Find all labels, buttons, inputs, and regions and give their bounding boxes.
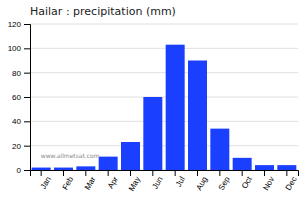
grid-line [30,145,298,146]
bar [32,168,51,170]
x-tick-label: Apr [106,175,120,191]
x-tick: Aug [194,170,209,192]
x-tick-label: Jun [150,175,164,191]
chart: 0 20 40 60 80 100 120 Jan Feb Mar Apr May Jun Jul Aug S… [0,0,306,200]
x-tick-mark [130,170,131,176]
x-tick: Jan [39,170,53,191]
x-axis: Jan Feb Mar Apr May Jun Jul Aug Sep Oct Nov Dec [31,170,299,193]
x-tick-label: Sep [217,175,232,192]
bar [143,97,162,170]
x-tick: Dec [284,170,299,192]
bar [76,166,95,170]
bar [99,157,118,170]
y-tick: 100 [8,44,30,53]
x-tick-label: Jul [174,175,187,189]
grid [30,24,298,170]
bar [166,45,185,170]
x-tick: Feb [61,170,76,192]
x-tick-mark [41,170,42,176]
x-tick-mark [108,170,109,176]
bar [188,61,207,171]
y-tick: 120 [8,20,30,29]
y-axis-line [24,25,31,171]
x-tick-mark [219,170,220,176]
x-tick-label: Nov [261,175,276,192]
bar [233,158,252,170]
bar [277,165,296,170]
y-tick-mark [24,24,30,25]
plot: 0 20 40 60 80 100 120 Jan Feb Mar Apr May Jun Jul Aug S… [8,20,299,193]
y-tick-label: 0 [17,166,22,175]
x-tick-label: Oct [240,174,254,190]
y-tick: 60 [12,93,30,102]
grid-line [30,97,298,98]
x-tick: Mar [83,170,98,192]
y-tick-label: 60 [12,93,21,102]
y-axis: 0 20 40 60 80 100 120 [8,20,31,175]
x-tick: Jul [174,170,187,188]
x-tick-mark [242,170,243,176]
y-tick-label: 20 [12,142,21,151]
y-tick: 40 [12,117,30,126]
x-tick-mark [264,170,265,176]
x-tick-mark [175,170,176,176]
y-tick-label: 40 [12,117,21,126]
grid-line [30,72,298,73]
x-tick: Oct [240,170,254,190]
y-tick-label: 80 [12,69,21,78]
x-tick-mark [85,170,86,176]
annotation: www.allmetsat.com [41,152,100,159]
bar [255,165,274,170]
y-tick-mark [24,97,30,98]
y-tick-mark [24,146,30,147]
title: Hailar : precipitation (mm) [30,5,176,18]
x-tick-mark [286,170,287,176]
x-tick-label: Feb [61,175,76,192]
x-tick-mark [63,170,64,176]
x-tick-label: Jan [39,175,53,191]
x-tick: Nov [261,170,276,192]
bar [121,142,140,170]
y-tick-mark [24,170,30,171]
grid-line [30,24,298,25]
y-tick-mark [24,48,30,49]
y-tick: 80 [12,69,30,78]
x-tick: Apr [106,170,120,190]
bars [32,45,297,170]
y-tick: 0 [17,166,30,175]
x-tick-label: Dec [284,175,299,192]
x-tick-label: Mar [83,175,98,192]
grid-line [30,121,298,122]
y-tick-label: 120 [8,20,22,29]
x-axis-line [31,171,299,177]
bar [210,129,229,170]
grid-line [30,48,298,49]
x-tick: Jun [150,170,164,191]
y-tick-mark [24,121,30,122]
x-tick-mark [197,170,198,176]
y-tick-mark [24,73,30,74]
x-tick-mark [152,170,153,176]
x-tick: Sep [217,170,232,192]
x-tick-label: Aug [194,175,209,192]
y-tick: 20 [12,142,30,151]
y-tick-label: 100 [8,44,22,53]
x-tick-label: May [127,175,142,193]
bar [54,168,73,170]
x-tick: May [127,170,142,193]
